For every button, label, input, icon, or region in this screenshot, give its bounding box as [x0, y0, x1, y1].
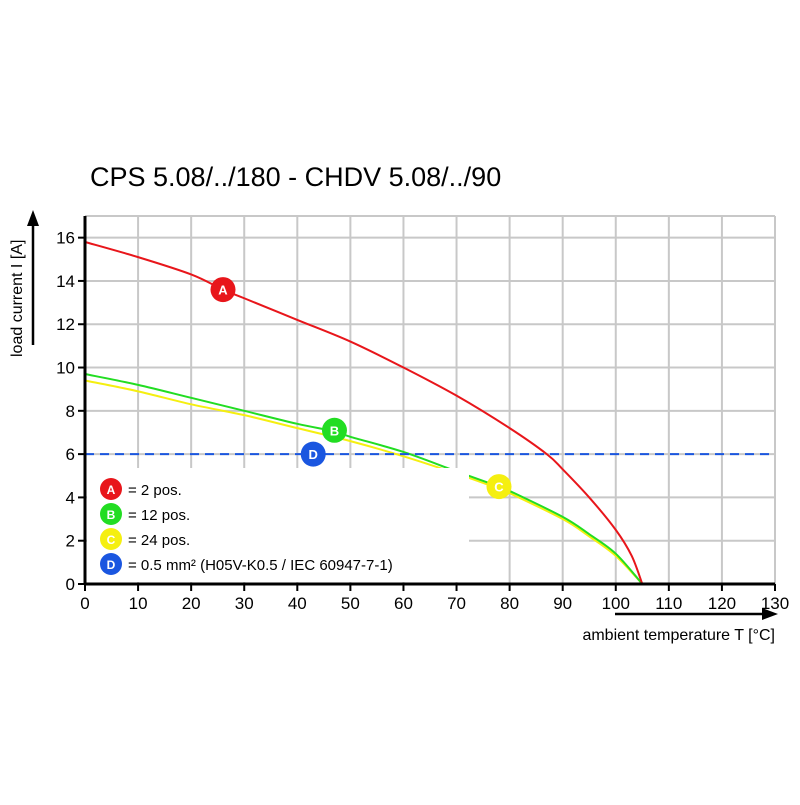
x-axis-label: ambient temperature T [°C]	[582, 627, 775, 644]
series-line-A	[84, 241, 644, 585]
legend-marker-C	[100, 528, 122, 550]
legend-marker-D	[100, 553, 122, 575]
axes: 0 10 20 30 40 50 60 70 80 90 100 110 120 130 0 2 4 6 8 10 12…	[27, 210, 789, 620]
x-tick-label: 40	[288, 594, 307, 613]
y-arrow-head-icon	[27, 210, 39, 226]
x-arrow-head-icon	[762, 608, 778, 620]
x-tick-label: 70	[447, 594, 466, 613]
legend-marker-label: B	[107, 508, 116, 522]
series-marker-D	[300, 441, 326, 467]
x-tick-label: 110	[655, 594, 682, 613]
legend-entry-label: = 0.5 mm² (H05V-K0.5 / IEC 60947-7-1)	[128, 557, 393, 574]
x-tick-label: 100	[602, 594, 630, 613]
series-marker-B	[321, 417, 347, 443]
series-line-C	[84, 379, 644, 585]
y-tick-label: 2	[66, 532, 75, 551]
y-tick-label: 14	[56, 272, 75, 291]
series-line-B	[84, 373, 644, 585]
legend-entry-label: = 24 pos.	[128, 532, 190, 549]
x-tick-label: 20	[182, 594, 201, 613]
x-tick-label: 0	[80, 594, 89, 613]
series-marker-label: A	[218, 283, 228, 298]
y-tick-label: 16	[56, 229, 75, 248]
y-tick-label: 4	[66, 488, 75, 507]
legend-marker-label: A	[107, 483, 116, 497]
legend-marker-label: D	[107, 558, 116, 572]
legend-entry-label: = 2 pos.	[128, 482, 182, 499]
x-tick-label: 10	[129, 594, 148, 613]
legend-marker-label: C	[107, 533, 116, 547]
x-tick-label: 60	[394, 594, 413, 613]
legend: A = 2 pos. B = 12 pos. C = 24 pos. D = 0.5 mm² …	[100, 478, 393, 575]
series-lines	[84, 241, 775, 585]
y-axis-label: load current I [A]	[9, 240, 26, 357]
legend-entry-label: = 12 pos.	[128, 507, 190, 524]
chart-title: CPS 5.08/../180 - CHDV 5.08/../90	[90, 162, 501, 192]
y-tick-label: 10	[56, 359, 75, 378]
series-marker-label: C	[494, 480, 504, 495]
legend-marker-A	[100, 478, 122, 500]
legend-marker-B	[100, 503, 122, 525]
y-tick-label: 0	[66, 575, 75, 594]
y-tick-label: 12	[56, 315, 75, 334]
legend-background	[87, 468, 469, 582]
series-markers: A B C D	[210, 277, 512, 500]
x-tick-label: 90	[553, 594, 572, 613]
series-marker-label: B	[330, 423, 339, 438]
y-tick-label: 8	[66, 402, 75, 421]
series-marker-A	[210, 277, 236, 303]
x-tick-label: 80	[500, 594, 519, 613]
y-tick-label: 6	[66, 445, 75, 464]
x-tick-label: 50	[341, 594, 360, 613]
series-marker-label: D	[309, 447, 318, 462]
x-tick-label: 130	[761, 594, 789, 613]
series-marker-C	[486, 474, 512, 500]
x-tick-label: 30	[235, 594, 254, 613]
x-tick-label: 120	[708, 594, 736, 613]
